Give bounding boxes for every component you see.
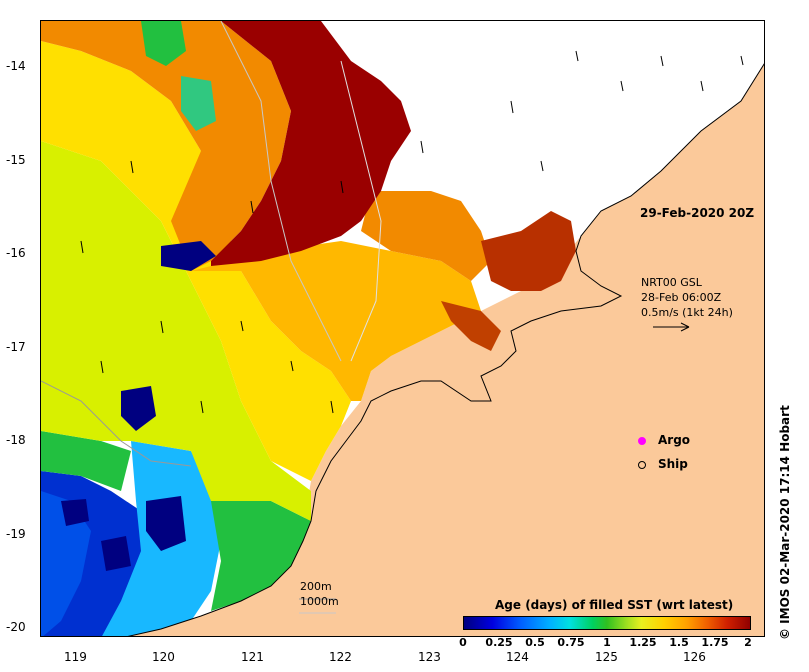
vector-info-line2: 28-Feb 06:00Z <box>641 291 722 304</box>
depth-legend-1000-label: 1000m <box>300 595 339 608</box>
y-tick-label: -14 <box>6 59 26 73</box>
sst-yelloworange-region <box>191 241 481 401</box>
vector-info-line1: NRT00 GSL <box>641 276 702 289</box>
colorbar-tick: 1 <box>603 636 611 649</box>
y-tick-label: -16 <box>6 246 26 260</box>
sst-orange-region <box>41 21 291 271</box>
sst-darkred-region <box>211 21 411 266</box>
y-tick-label: -17 <box>6 340 26 354</box>
sst-navy-patch <box>146 496 186 551</box>
x-tick-label: 126 <box>683 650 706 664</box>
colorbar-tick: 1.25 <box>629 636 657 649</box>
colorbar-tick: 0.25 <box>485 636 513 649</box>
sst-navy-patch <box>101 536 131 571</box>
x-tick-label: 124 <box>506 650 529 664</box>
y-tick-label: -18 <box>6 433 26 447</box>
reference-arrow <box>653 322 690 332</box>
x-tick-label: 121 <box>241 650 264 664</box>
sst-navy-patch <box>121 386 156 431</box>
imos-credit: © IMOS 02-Mar-2020 17:14 Hobart <box>778 405 792 640</box>
colorbar-tick: 0.5 <box>525 636 545 649</box>
x-tick-label: 119 <box>64 650 87 664</box>
depth-contour-1000 <box>340 60 382 362</box>
depth-legend-200-label: 200m <box>300 580 332 593</box>
x-tick-label: 120 <box>152 650 175 664</box>
sst-yellowgreen-region <box>41 141 311 521</box>
colorbar-tick: 1.75 <box>701 636 729 649</box>
x-tick-label: 125 <box>595 650 618 664</box>
argo-marker <box>638 437 646 445</box>
land-mass <box>129 64 764 636</box>
sst-darkred-region <box>481 211 576 291</box>
vector-info-line3: 0.5m/s (1kt 24h) <box>641 306 733 319</box>
legend-ship-label: Ship <box>658 457 688 471</box>
colorbar-tick: 1.5 <box>669 636 689 649</box>
sst-green-patch <box>141 21 186 66</box>
colorbar-tick: 2 <box>744 636 752 649</box>
ship-marker <box>638 461 646 469</box>
legend-argo-label: Argo <box>658 433 691 447</box>
sst-navy-patch <box>161 241 216 271</box>
colorbar-title: Age (days) of filled SST (wrt latest) <box>495 598 734 612</box>
x-tick-label: 122 <box>329 650 352 664</box>
sst-darkred-region <box>441 301 501 351</box>
sst-green-region <box>211 501 311 611</box>
sst-green-patch <box>181 76 216 131</box>
colorbar-tick: 0 <box>459 636 467 649</box>
depth-contour-200 <box>41 380 192 467</box>
colorbar <box>463 616 751 630</box>
timestamp-label: 29-Feb-2020 20Z <box>640 206 755 220</box>
sst-green-region <box>41 431 131 491</box>
sst-orange-region <box>361 191 491 281</box>
y-tick-label: -19 <box>6 527 26 541</box>
map-canvas <box>41 21 764 636</box>
coastline <box>127 63 764 636</box>
sst-blue-region <box>41 491 91 636</box>
colorbar-tick: 0.75 <box>557 636 585 649</box>
sst-navy-patch <box>61 499 89 526</box>
sst-age-map <box>40 20 765 637</box>
x-tick-label: 123 <box>418 650 441 664</box>
depth-contour-1000 <box>220 21 342 362</box>
y-tick-label: -15 <box>6 153 26 167</box>
y-tick-label: -20 <box>6 620 26 634</box>
current-vectors <box>80 50 744 414</box>
